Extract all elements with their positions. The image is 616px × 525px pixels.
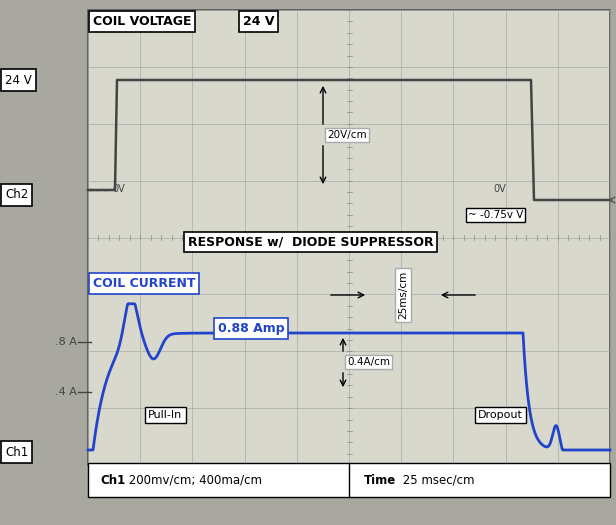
Text: Pull-In: Pull-In — [148, 410, 182, 420]
Text: Ch1: Ch1 — [100, 474, 125, 487]
Text: 0.88 Amp: 0.88 Amp — [218, 322, 285, 335]
Text: ~ -0.75v V: ~ -0.75v V — [468, 210, 524, 220]
Text: COIL VOLTAGE: COIL VOLTAGE — [93, 15, 192, 28]
Text: COIL CURRENT: COIL CURRENT — [93, 277, 195, 290]
Bar — [88, 10, 610, 465]
Text: .8 A: .8 A — [55, 337, 77, 347]
Text: 24 V: 24 V — [5, 74, 32, 87]
Text: 0V: 0V — [112, 184, 125, 194]
Text: Ch1: Ch1 — [5, 446, 28, 458]
Text: .4 A: .4 A — [55, 387, 77, 397]
Text: Dropout: Dropout — [478, 410, 523, 420]
Text: 0.4A/cm: 0.4A/cm — [347, 357, 390, 367]
Text: Time: Time — [364, 474, 396, 487]
Text: 0V: 0V — [493, 184, 506, 194]
Text: 20V/cm: 20V/cm — [327, 130, 367, 140]
Text: Ch2: Ch2 — [5, 188, 28, 202]
Text: RESPONSE w/  DIODE SUPPRESSOR: RESPONSE w/ DIODE SUPPRESSOR — [188, 236, 434, 248]
Text: 24 V: 24 V — [243, 15, 275, 28]
Bar — [88, 463, 610, 497]
Text: 25 msec/cm: 25 msec/cm — [399, 474, 474, 487]
Text: 200mv/cm; 400ma/cm: 200mv/cm; 400ma/cm — [125, 474, 262, 487]
Text: 25ms/cm: 25ms/cm — [398, 271, 408, 319]
